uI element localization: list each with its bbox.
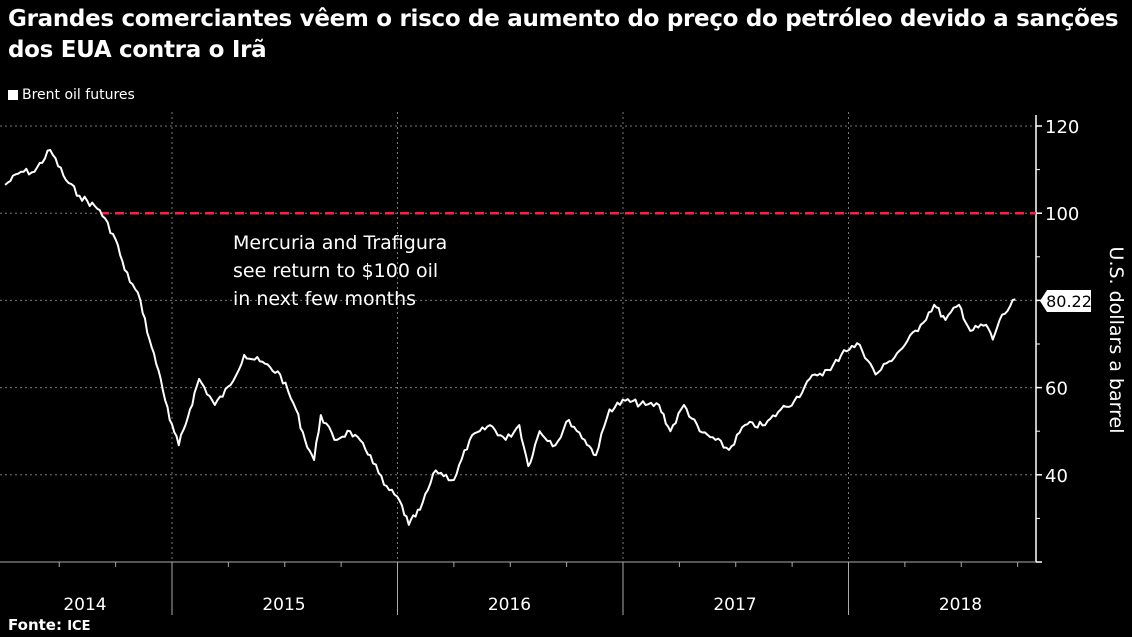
y-axis-label: U.S. dollars a barrel bbox=[1105, 247, 1127, 434]
source-label: Fonte: bbox=[8, 616, 62, 634]
legend-swatch bbox=[8, 90, 18, 100]
x-tick-label-2014: 2014 bbox=[63, 595, 106, 615]
legend: Brent oil futures bbox=[8, 87, 135, 103]
last-value-label: 80.22 bbox=[1040, 290, 1092, 312]
last-value-text: 80.22 bbox=[1046, 292, 1092, 311]
annotation-line: Mercuria and Trafigura bbox=[233, 232, 447, 254]
gridlines bbox=[0, 112, 1036, 563]
x-tick-label-2016: 2016 bbox=[488, 595, 531, 615]
annotation-line: see return to $100 oil bbox=[233, 260, 438, 282]
source-value: ICE bbox=[67, 619, 91, 634]
y-tick-label: 120 bbox=[1045, 117, 1079, 138]
x-tick-label-2015: 2015 bbox=[262, 595, 305, 615]
x-tick-label-2018: 2018 bbox=[939, 595, 982, 615]
annotation: Mercuria and Trafigura see return to $10… bbox=[233, 232, 447, 310]
chart-title: Grandes comerciantes vêem o risco de aum… bbox=[8, 6, 1119, 63]
axes: 40 60 100 120 2014 2015 2016 2017 2018 bbox=[0, 115, 1079, 615]
y-tick-label: 40 bbox=[1045, 466, 1068, 487]
y-tick-label: 60 bbox=[1045, 379, 1068, 400]
source-note: Fonte: ICE bbox=[8, 616, 90, 634]
x-tick-label-2017: 2017 bbox=[713, 595, 756, 615]
y-tick-label: 100 bbox=[1045, 204, 1079, 225]
legend-label: Brent oil futures bbox=[22, 87, 135, 103]
series-line-brent bbox=[4, 149, 1016, 526]
annotation-line: in next few months bbox=[233, 288, 416, 310]
